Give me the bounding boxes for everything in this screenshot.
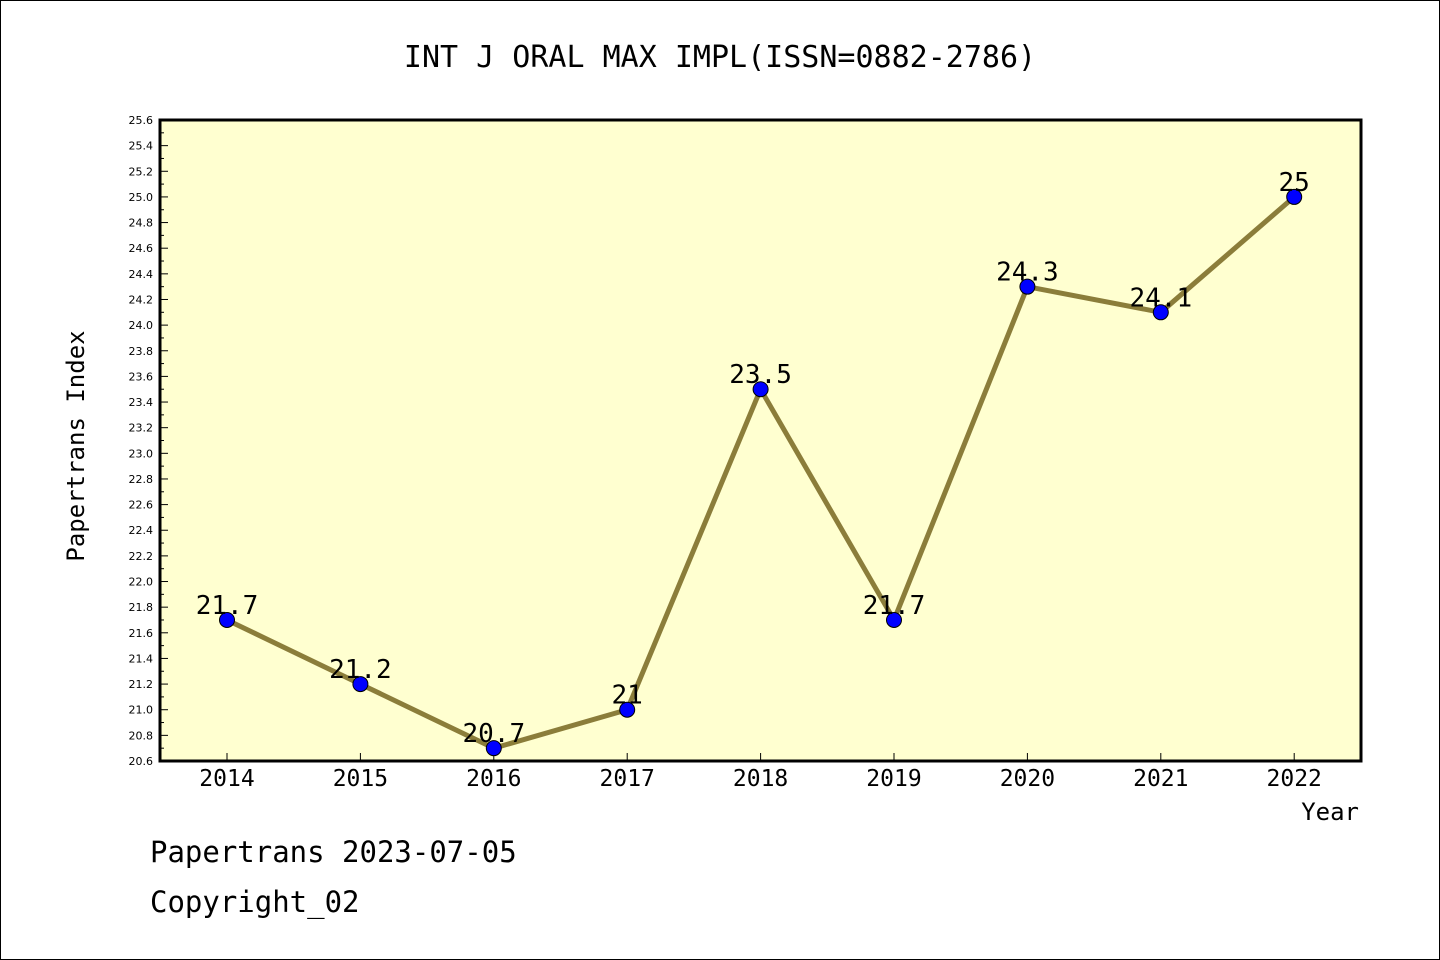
x-axis-label: Year <box>1301 798 1359 826</box>
data-point-2016 <box>485 740 502 757</box>
y-tick-label: 23.4 <box>129 396 154 409</box>
y-axis: 20.6 20.8 21.0 21.2 21.4 21.6 21.8 22.0 22.2 22.4… <box>129 114 168 768</box>
data-point-2019 <box>886 611 902 628</box>
data-label-2019: 21.7 <box>863 591 926 621</box>
x-tick-label: 2021 <box>1133 766 1188 792</box>
data-point-2020 <box>1019 278 1036 295</box>
x-tick-label: 2016 <box>466 766 521 792</box>
x-tick-label: 2015 <box>333 766 388 792</box>
y-tick-label: 25.4 <box>129 140 154 153</box>
y-tick-label: 21.8 <box>129 601 154 614</box>
y-tick-label: 24.4 <box>129 268 154 281</box>
y-tick-label: 21.2 <box>129 678 154 691</box>
x-tick-label: 2017 <box>600 766 655 792</box>
y-tick-label: 25.0 <box>129 191 154 204</box>
y-tick-label: 23.8 <box>129 345 154 358</box>
chart-title: INT J ORAL MAX IMPL(ISSN=0882-2786) <box>404 40 1036 75</box>
y-tick-label: 24.2 <box>129 293 154 306</box>
y-axis-label: Papertrans Index <box>62 330 90 561</box>
data-label-2017: 21 <box>612 681 643 711</box>
y-tick-label: 20.6 <box>129 755 154 768</box>
data-point-2017 <box>619 701 636 718</box>
series-line <box>219 188 1303 757</box>
data-point-2022 <box>1286 188 1303 205</box>
data-label-2021: 24.1 <box>1129 283 1192 313</box>
y-tick-label: 25.6 <box>129 114 154 127</box>
x-axis: 2014 2015 2016 2017 2018 2019 2020 2021 2022 <box>199 753 1322 792</box>
data-label-2014: 21.7 <box>196 591 259 621</box>
footer-date: Papertrans 2023-07-05 <box>150 835 517 869</box>
x-tick-label: 2014 <box>199 766 254 792</box>
y-tick-label: 21.0 <box>129 704 154 717</box>
data-labels: 21.7 21.2 20.7 21 23.5 21.7 24.3 24.1 25 <box>196 168 1310 749</box>
y-tick-label: 23.0 <box>129 447 154 460</box>
x-tick-label: 2019 <box>866 766 921 792</box>
data-label-2015: 21.2 <box>329 655 392 685</box>
data-point-2014 <box>219 611 235 628</box>
y-tick-label: 25.2 <box>129 165 154 178</box>
y-tick-label: 22.6 <box>129 499 154 512</box>
data-label-2016: 20.7 <box>462 719 525 749</box>
y-tick-label: 21.4 <box>129 652 154 665</box>
data-label-2018: 23.5 <box>729 360 792 390</box>
x-tick-label: 2020 <box>1000 766 1055 792</box>
y-tick-label: 22.0 <box>129 576 154 589</box>
y-tick-label: 21.6 <box>129 627 154 640</box>
x-tick-label: 2022 <box>1267 766 1322 792</box>
y-tick-label: 24.6 <box>129 242 154 255</box>
y-tick-label: 22.4 <box>129 524 154 537</box>
data-label-2020: 24.3 <box>996 258 1059 288</box>
plot-area <box>158 118 1363 763</box>
y-tick-label: 22.8 <box>129 473 154 486</box>
y-tick-label: 20.8 <box>129 729 154 742</box>
y-tick-label: 22.2 <box>129 550 154 563</box>
footer-copyright: Copyright_02 <box>150 885 360 919</box>
y-tick-label: 23.6 <box>129 370 154 383</box>
y-tick-label: 24.0 <box>129 319 154 332</box>
data-point-2018 <box>752 381 769 398</box>
y-tick-label: 23.2 <box>129 422 154 435</box>
x-tick-label: 2018 <box>733 766 788 792</box>
data-point-2021 <box>1152 304 1169 321</box>
y-tick-label: 24.8 <box>129 217 154 230</box>
data-point-2015 <box>352 676 369 693</box>
data-label-2022: 25 <box>1279 168 1310 198</box>
